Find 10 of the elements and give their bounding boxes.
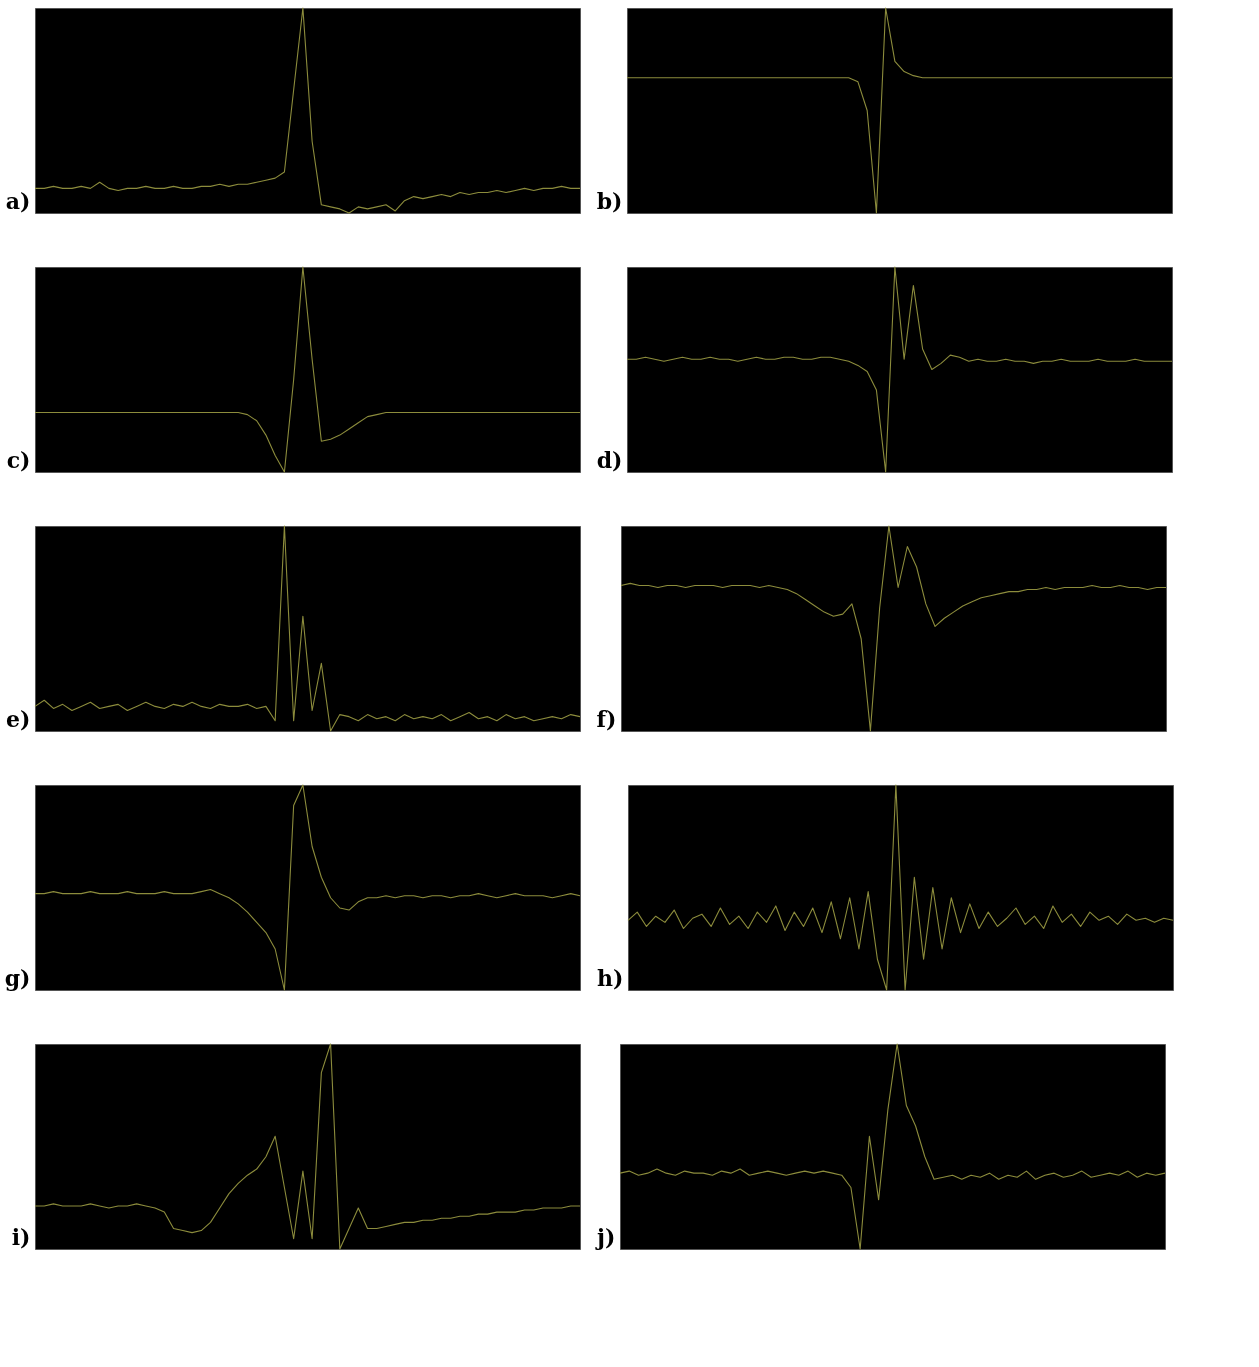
text: c) (6, 446, 31, 473)
text: g) (4, 964, 31, 991)
text: e) (6, 705, 31, 732)
text: h) (597, 964, 624, 991)
text: d) (596, 446, 623, 473)
text: f) (596, 705, 617, 732)
text: b) (596, 187, 623, 214)
text: i) (11, 1223, 31, 1250)
text: j) (595, 1223, 616, 1250)
text: a) (5, 187, 31, 214)
